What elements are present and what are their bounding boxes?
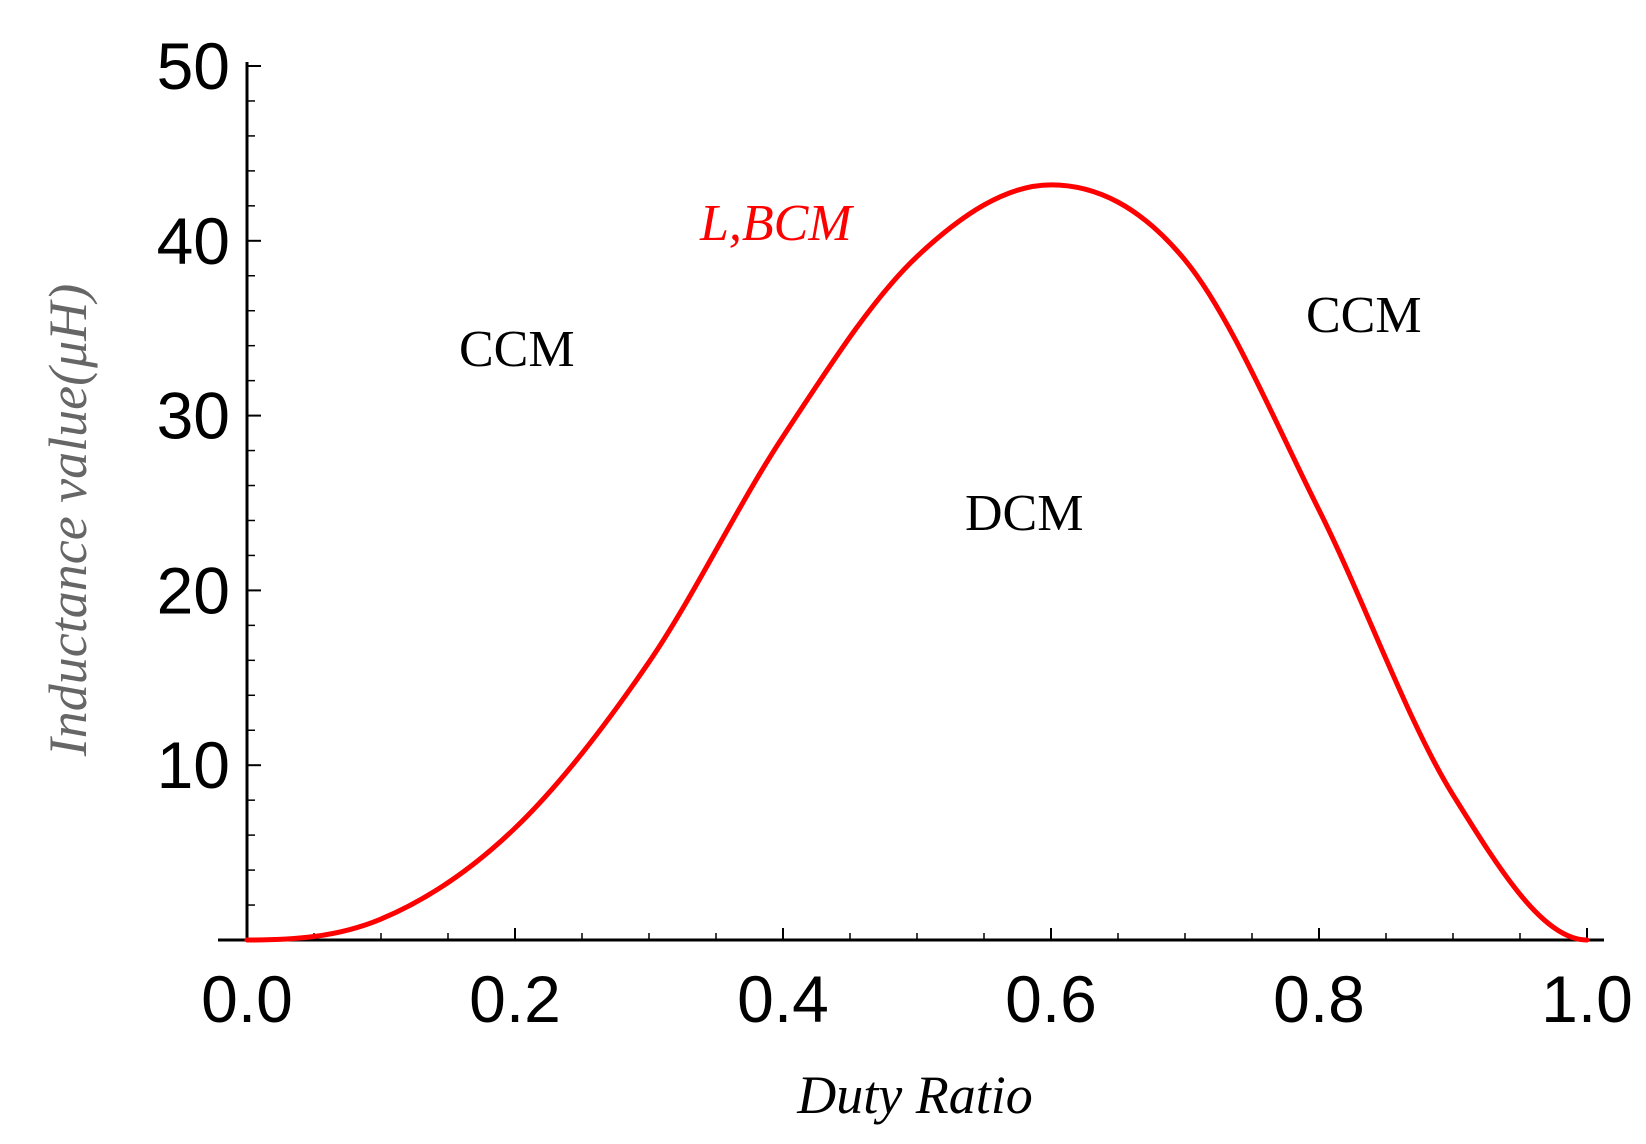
- y-axis-title: Inductance value(μH): [38, 284, 98, 757]
- series-label-l-bcm: L,BCM: [699, 195, 854, 252]
- x-axis-title: Duty Ratio: [796, 1065, 1032, 1125]
- y-tick-label: 50: [157, 29, 230, 103]
- x-tick-labels: 0.0 0.2 0.4 0.6 0.8 1.0: [201, 962, 1633, 1036]
- series-line-l-bcm: [244, 182, 1590, 943]
- y-tick-label: 10: [157, 728, 230, 802]
- annotation-ccm-left: CCM: [459, 321, 575, 378]
- x-tick-label: 0.0: [201, 962, 293, 1036]
- y-tick-label: 30: [157, 379, 230, 453]
- x-tick-label: 0.2: [469, 962, 561, 1036]
- x-tick-label: 0.4: [737, 962, 829, 1036]
- x-tick-label: 0.6: [1005, 962, 1097, 1036]
- y-minor-ticks: [247, 100, 255, 906]
- y-tick-label: 20: [157, 553, 230, 627]
- x-tick-label: 0.8: [1273, 962, 1365, 1036]
- annotation-dcm: DCM: [965, 485, 1083, 542]
- annotation-ccm-right: CCM: [1306, 287, 1422, 344]
- x-tick-label: 1.0: [1541, 962, 1633, 1036]
- y-tick-labels: 10 20 30 40 50: [157, 29, 230, 802]
- y-major-ticks: [247, 65, 261, 767]
- y-tick-label: 40: [157, 204, 230, 278]
- x-major-ticks: [514, 928, 1588, 940]
- x-minor-ticks: [313, 933, 1521, 940]
